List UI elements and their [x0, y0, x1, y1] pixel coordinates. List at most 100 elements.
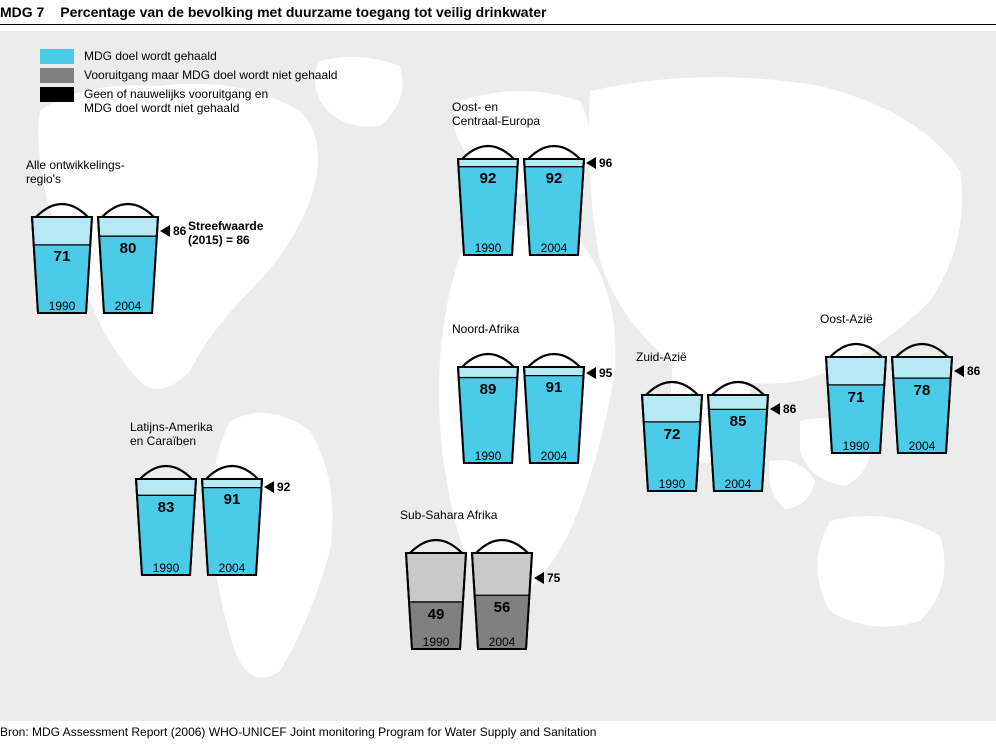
cup-year: 2004	[196, 561, 268, 575]
target-marker: 75	[534, 571, 560, 585]
cup-year: 2004	[466, 635, 538, 649]
target-value: 92	[277, 480, 290, 494]
target-triangle-icon	[770, 403, 780, 415]
cup-value: 71	[26, 248, 98, 265]
cup-year: 2004	[702, 477, 774, 491]
cup: 91 2004	[518, 339, 590, 469]
region-label: Oost- en Centraal-Europa	[452, 101, 584, 129]
cup: 92 2004	[518, 131, 590, 261]
cup-value: 91	[518, 379, 590, 396]
cup-year: 1990	[452, 449, 524, 463]
target-extra-label: Streefwaarde (2015) = 86	[188, 220, 263, 248]
title-text: Percentage van de bevolking met duurzame…	[60, 4, 546, 20]
region-label: Oost-Azië	[820, 313, 952, 327]
region-label: Alle ontwikkelings- regio's	[26, 159, 158, 187]
cup-value: 78	[886, 382, 958, 399]
cup-value: 89	[452, 381, 524, 398]
target-triangle-icon	[534, 572, 544, 584]
target-value: 86	[783, 402, 796, 416]
cup-pair: 83199091200492	[130, 451, 262, 581]
cup-year: 1990	[452, 241, 524, 255]
cup-value: 71	[820, 389, 892, 406]
region-east-asia: Oost-Azië71199078200486	[820, 313, 952, 459]
cup-value: 49	[400, 606, 472, 623]
cup-year: 1990	[130, 561, 202, 575]
target-marker: 86	[770, 402, 796, 416]
legend-label: Geen of nauwelijks vooruitgang en MDG do…	[84, 87, 268, 115]
cup-value: 56	[466, 599, 538, 616]
cup-value: 92	[518, 170, 590, 187]
target-marker: 92	[264, 480, 290, 494]
region-latin-america: Latijns-Amerika en Caraïben8319909120049…	[130, 421, 262, 581]
legend-label: MDG doel wordt gehaald	[84, 49, 217, 63]
cup-year: 2004	[518, 449, 590, 463]
cup-value: 91	[196, 491, 268, 508]
cup-year: 2004	[92, 299, 164, 313]
cup: 78 2004	[886, 329, 958, 459]
target-triangle-icon	[954, 365, 964, 377]
cup-value: 83	[130, 499, 202, 516]
cup-pair: 71199078200486	[820, 329, 952, 459]
chart-canvas: MDG doel wordt gehaald Vooruitgang maar M…	[0, 31, 996, 721]
legend: MDG doel wordt gehaald Vooruitgang maar M…	[40, 49, 337, 119]
cup-pair: 71199080200486Streefwaarde (2015) = 86	[26, 189, 158, 319]
cup-pair: 92199092200496	[452, 131, 584, 261]
target-value: 86	[967, 364, 980, 378]
region-label: Sub-Sahara Afrika	[400, 509, 532, 523]
legend-row: MDG doel wordt gehaald	[40, 49, 337, 64]
cup-pair: 89199091200495	[452, 339, 584, 469]
cup: 56 2004	[466, 525, 538, 655]
legend-swatch	[40, 68, 74, 83]
cup-value: 72	[636, 426, 708, 443]
cup-year: 2004	[886, 439, 958, 453]
cup-value: 85	[702, 413, 774, 430]
cup: 85 2004	[702, 367, 774, 497]
region-north-africa: Noord-Afrika89199091200495	[452, 323, 584, 469]
cup-pair: 72199085200486	[636, 367, 768, 497]
target-triangle-icon	[586, 157, 596, 169]
region-label: Noord-Afrika	[452, 323, 584, 337]
cup: 71 1990	[26, 189, 98, 319]
cup: 80 2004	[92, 189, 164, 319]
region-all-dev: Alle ontwikkelings- regio's7119908020048…	[26, 159, 158, 319]
region-label: Latijns-Amerika en Caraïben	[130, 421, 262, 449]
cup-year: 1990	[400, 635, 472, 649]
source-line: Bron: MDG Assessment Report (2006) WHO-U…	[0, 721, 996, 739]
target-value: 96	[599, 156, 612, 170]
target-value: 95	[599, 366, 612, 380]
legend-swatch	[40, 87, 74, 102]
cup-value: 80	[92, 240, 164, 257]
cup: 92 1990	[452, 131, 524, 261]
legend-label: Vooruitgang maar MDG doel wordt niet geh…	[84, 68, 337, 82]
cup: 83 1990	[130, 451, 202, 581]
region-label: Zuid-Azië	[636, 351, 768, 365]
cup-year: 2004	[518, 241, 590, 255]
cup: 89 1990	[452, 339, 524, 469]
cup-value: 92	[452, 170, 524, 187]
cup-year: 1990	[26, 299, 98, 313]
target-marker: 86	[160, 224, 186, 238]
cup: 91 2004	[196, 451, 268, 581]
target-value: 75	[547, 571, 560, 585]
cup: 72 1990	[636, 367, 708, 497]
cup-year: 1990	[636, 477, 708, 491]
legend-row: Vooruitgang maar MDG doel wordt niet geh…	[40, 68, 337, 83]
cup: 71 1990	[820, 329, 892, 459]
cup-year: 1990	[820, 439, 892, 453]
target-marker: 86	[954, 364, 980, 378]
legend-swatch	[40, 49, 74, 64]
target-triangle-icon	[586, 367, 596, 379]
target-marker: 96	[586, 156, 612, 170]
region-east-central-europe: Oost- en Centraal-Europa92199092200496	[452, 101, 584, 261]
region-sub-sahara: Sub-Sahara Afrika49199056200475	[400, 509, 532, 655]
region-south-asia: Zuid-Azië72199085200486	[636, 351, 768, 497]
target-triangle-icon	[160, 225, 170, 237]
chart-title: MDG 7 Percentage van de bevolking met du…	[0, 0, 996, 25]
cup: 49 1990	[400, 525, 472, 655]
target-triangle-icon	[264, 481, 274, 493]
target-marker: 95	[586, 366, 612, 380]
target-value: 86	[173, 224, 186, 238]
legend-row: Geen of nauwelijks vooruitgang en MDG do…	[40, 87, 337, 115]
cup-pair: 49199056200475	[400, 525, 532, 655]
title-prefix: MDG 7	[0, 4, 44, 20]
